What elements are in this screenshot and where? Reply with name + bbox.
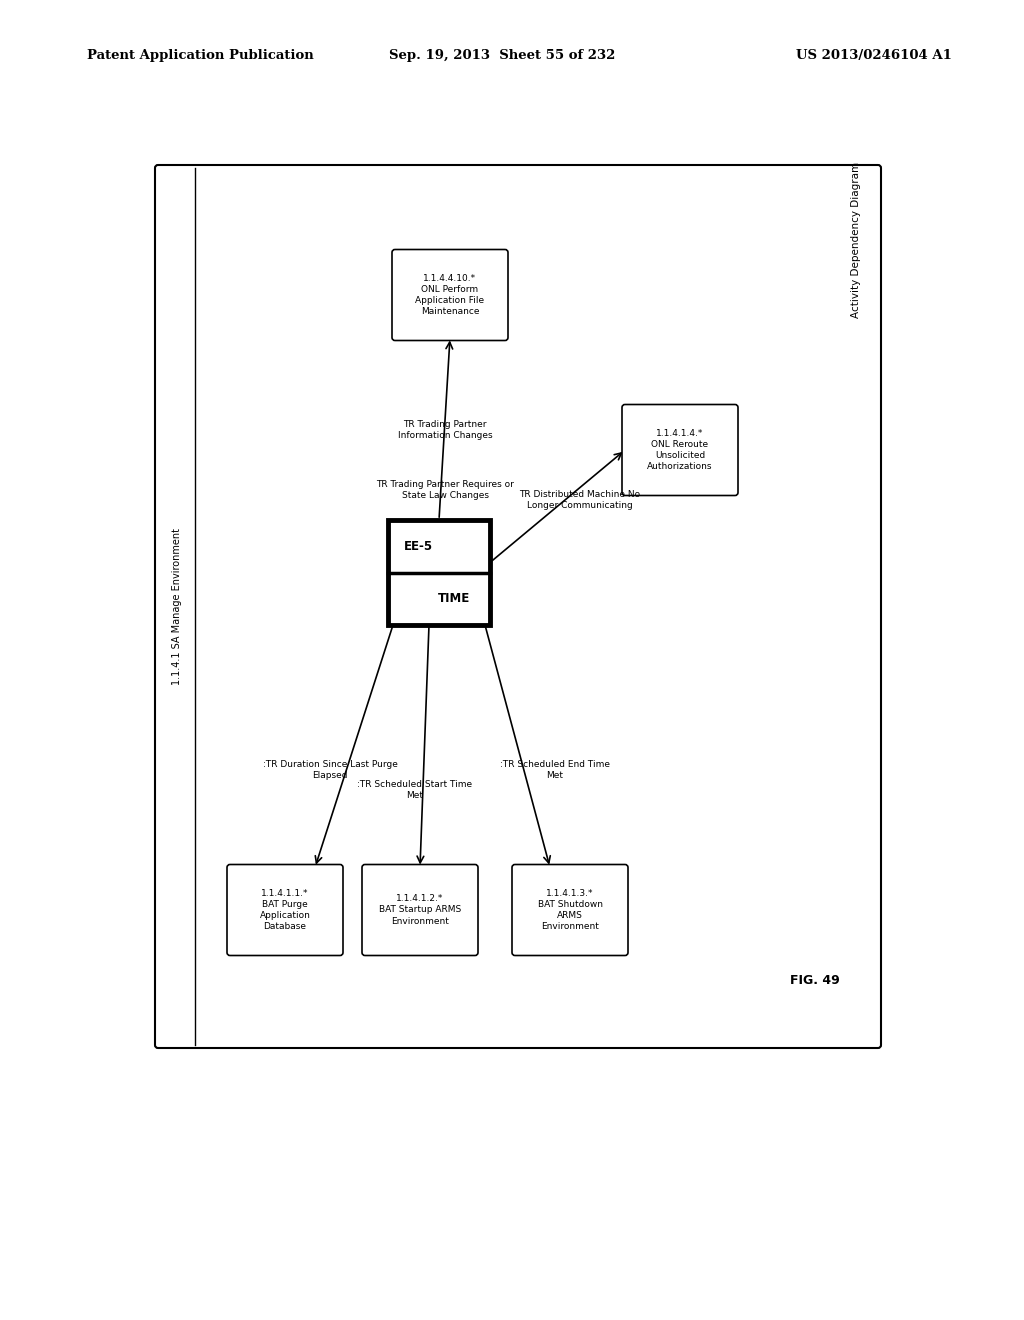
FancyBboxPatch shape <box>227 865 343 956</box>
FancyBboxPatch shape <box>622 404 738 495</box>
Text: Patent Application Publication: Patent Application Publication <box>87 49 313 62</box>
Text: US 2013/0246104 A1: US 2013/0246104 A1 <box>797 49 952 62</box>
FancyBboxPatch shape <box>362 865 478 956</box>
FancyBboxPatch shape <box>512 865 628 956</box>
Text: :TR Scheduled End Time
Met: :TR Scheduled End Time Met <box>500 760 610 780</box>
Text: TR Distributed Machine No
Longer Communicating: TR Distributed Machine No Longer Communi… <box>519 490 641 510</box>
Text: 1.1.4.1.4.*
ONL Reroute
Unsolicited
Authorizations: 1.1.4.1.4.* ONL Reroute Unsolicited Auth… <box>647 429 713 471</box>
Text: TR Trading Partner
Information Changes: TR Trading Partner Information Changes <box>397 420 493 440</box>
Text: 1.1.4.1.3.*
BAT Shutdown
ARMS
Environment: 1.1.4.1.3.* BAT Shutdown ARMS Environmen… <box>538 888 602 931</box>
FancyBboxPatch shape <box>392 249 508 341</box>
Text: TIME: TIME <box>438 593 470 606</box>
Text: 1.1.4.1.1.*
BAT Purge
Application
Database: 1.1.4.1.1.* BAT Purge Application Databa… <box>259 888 310 931</box>
Text: Activity Dependency Diagram: Activity Dependency Diagram <box>851 162 861 318</box>
Bar <box>388 520 490 624</box>
Text: 1.1.4.1 SA Manage Environment: 1.1.4.1 SA Manage Environment <box>171 528 181 685</box>
Text: 1.1.4.4.10.*
ONL Perform
Application File
Maintenance: 1.1.4.4.10.* ONL Perform Application Fil… <box>416 273 484 317</box>
Text: 1.1.4.1.2.*
BAT Startup ARMS
Environment: 1.1.4.1.2.* BAT Startup ARMS Environment <box>379 895 461 925</box>
Text: EE-5: EE-5 <box>404 540 433 553</box>
Text: TR Trading Partner Requires or
State Law Changes: TR Trading Partner Requires or State Law… <box>376 480 514 500</box>
Text: :TR Scheduled Start Time
Met: :TR Scheduled Start Time Met <box>357 780 472 800</box>
Text: FIG. 49: FIG. 49 <box>791 974 840 986</box>
Text: Sep. 19, 2013  Sheet 55 of 232: Sep. 19, 2013 Sheet 55 of 232 <box>389 49 615 62</box>
FancyBboxPatch shape <box>155 165 881 1048</box>
Text: :TR Duration Since Last Purge
Elapsed: :TR Duration Since Last Purge Elapsed <box>262 760 397 780</box>
